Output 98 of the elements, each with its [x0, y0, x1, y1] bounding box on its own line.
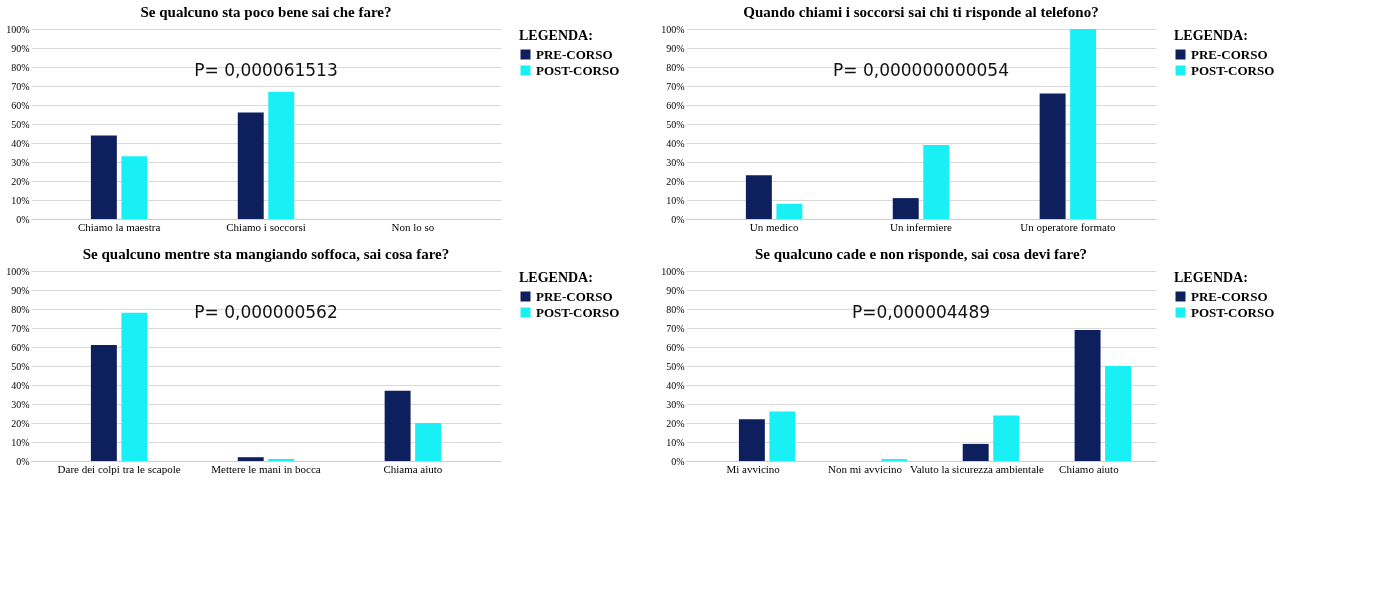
y-tick-label: 80%	[11, 61, 30, 73]
y-tick-label: 80%	[666, 303, 685, 315]
chart-title: Se qualcuno sta poco bene sai che fare?	[140, 4, 392, 20]
bar	[237, 112, 264, 219]
x-tick-label: Un operatore formato	[1020, 220, 1117, 233]
y-tick-label: 20%	[11, 175, 30, 187]
legend-label: POST-CORSO	[536, 62, 620, 78]
y-tick-label: 60%	[11, 341, 30, 353]
annotation: P= 0,000000562	[194, 301, 338, 322]
annotation: P=0,000004489	[851, 301, 991, 322]
bar	[923, 144, 950, 219]
x-tick-label: Un infermiere	[890, 220, 953, 233]
y-tick-label: 10%	[666, 436, 685, 448]
y-tick-label: 90%	[11, 284, 30, 296]
y-tick-label: 60%	[666, 341, 685, 353]
bar	[1070, 29, 1097, 219]
chart-title: Se qualcuno mentre sta mangiando soffoca, sai cosa fare?	[82, 246, 450, 262]
bar	[1074, 329, 1101, 461]
legend-label: PRE-CORSO	[536, 288, 613, 304]
y-tick-label: 40%	[666, 379, 685, 391]
chart-title: Quando chiami i soccorsi sai chi ti risponde al telefono?	[743, 4, 1099, 20]
legend-label: PRE-CORSO	[1191, 46, 1268, 62]
legend-label: POST-CORSO	[1191, 304, 1275, 320]
bar	[1039, 93, 1066, 219]
legend-label: POST-CORSO	[536, 304, 620, 320]
y-tick-label: 30%	[11, 398, 30, 410]
bar	[90, 135, 117, 219]
bar	[415, 423, 442, 461]
chart-title: Se qualcuno cade e non risponde, sai cosa devi fare?	[754, 246, 1088, 262]
y-tick-label: 50%	[666, 118, 685, 130]
y-tick-label: 0%	[671, 455, 685, 467]
x-tick-label: Dare dei colpi tra le scapole	[57, 462, 181, 475]
legend-label: POST-CORSO	[1191, 62, 1275, 78]
y-tick-label: 100%	[661, 23, 685, 35]
y-tick-label: 100%	[661, 265, 685, 277]
bar	[745, 175, 772, 219]
bar	[769, 411, 796, 461]
x-tick-label: Chiamo la maestra	[77, 220, 161, 233]
y-tick-label: 40%	[666, 137, 685, 149]
y-tick-label: 20%	[11, 417, 30, 429]
y-tick-label: 40%	[11, 379, 30, 391]
bar	[738, 419, 765, 461]
annotation: P= 0,000061513	[194, 59, 338, 80]
y-tick-label: 50%	[11, 118, 30, 130]
y-tick-label: 30%	[666, 398, 685, 410]
y-tick-label: 80%	[666, 61, 685, 73]
y-tick-label: 100%	[6, 23, 30, 35]
x-tick-label: Un medico	[749, 220, 799, 233]
y-tick-label: 20%	[666, 175, 685, 187]
x-tick-label: Valuto la sicurezza ambientale	[909, 462, 1045, 475]
bar	[962, 443, 989, 461]
y-tick-label: 0%	[16, 213, 30, 225]
bar	[121, 156, 148, 219]
bar	[121, 312, 148, 461]
y-tick-label: 10%	[11, 194, 30, 206]
x-tick-label: Non lo so	[391, 220, 435, 233]
y-tick-label: 50%	[11, 360, 30, 372]
bar	[384, 390, 411, 461]
legend-title: LEGENDA:	[519, 28, 593, 43]
y-tick-label: 0%	[671, 213, 685, 225]
y-tick-label: 80%	[11, 303, 30, 315]
y-tick-label: 40%	[11, 137, 30, 149]
bar	[268, 91, 295, 219]
y-tick-label: 100%	[6, 265, 30, 277]
y-tick-label: 90%	[11, 42, 30, 54]
x-tick-label: Chiamo i soccorsi	[226, 220, 306, 233]
y-tick-label: 70%	[666, 322, 685, 334]
legend-title: LEGENDA:	[1174, 270, 1248, 285]
x-tick-label: Mettere le mani in bocca	[211, 462, 321, 475]
legend-title: LEGENDA:	[519, 270, 593, 285]
x-tick-label: Chiamo aiuto	[1059, 462, 1120, 475]
bar	[776, 203, 803, 219]
legend-label: PRE-CORSO	[1191, 288, 1268, 304]
legend-label: PRE-CORSO	[536, 46, 613, 62]
y-tick-label: 60%	[666, 99, 685, 111]
legend-title: LEGENDA:	[1174, 28, 1248, 43]
y-tick-label: 0%	[16, 455, 30, 467]
y-tick-label: 10%	[666, 194, 685, 206]
x-tick-label: Non mi avvicino	[828, 462, 903, 475]
y-tick-label: 50%	[666, 360, 685, 372]
bar	[892, 198, 919, 219]
y-tick-label: 70%	[11, 322, 30, 334]
y-tick-label: 30%	[11, 156, 30, 168]
y-tick-label: 90%	[666, 284, 685, 296]
y-tick-label: 90%	[666, 42, 685, 54]
x-tick-label: Mi avvicino	[726, 462, 781, 475]
y-tick-label: 30%	[666, 156, 685, 168]
y-tick-label: 70%	[666, 80, 685, 92]
y-tick-label: 20%	[666, 417, 685, 429]
y-tick-label: 60%	[11, 99, 30, 111]
x-tick-label: Chiama aiuto	[383, 462, 443, 475]
bar	[993, 415, 1020, 461]
bar	[90, 345, 117, 461]
y-tick-label: 10%	[11, 436, 30, 448]
bar	[1105, 366, 1132, 461]
annotation: P= 0,000000000054	[833, 59, 1009, 80]
bar	[237, 457, 264, 461]
y-tick-label: 70%	[11, 80, 30, 92]
